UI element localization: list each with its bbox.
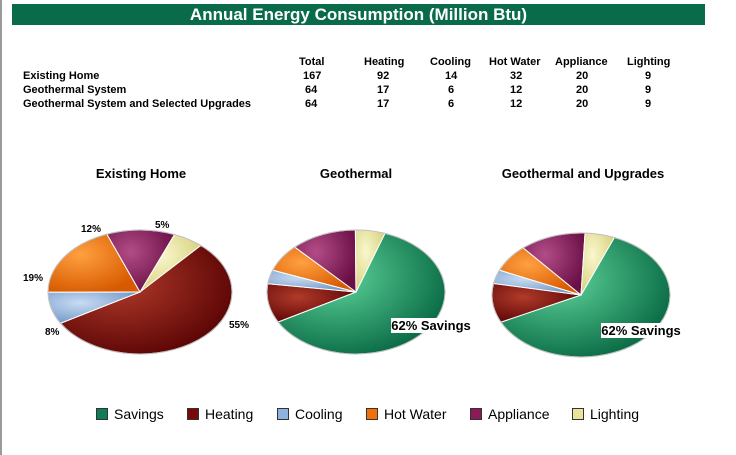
legend-label: Lighting	[590, 406, 640, 422]
pie-charts: 55% 8% 19% 12% 5% 62% Savings 62% Savings	[23, 220, 681, 358]
table-cell: 167	[303, 70, 322, 82]
pie-outline	[47, 229, 233, 355]
pie-title-geothermal-upgrades: Geothermal and Upgrades	[501, 166, 665, 181]
consumption-table: Total Heating Cooling Hot Water Applianc…	[0, 0, 736, 120]
pie-outline	[266, 229, 446, 355]
table-cell: 9	[645, 70, 652, 82]
legend-swatch	[470, 408, 482, 420]
legend: Savings Heating Cooling Hot Water Applia…	[0, 406, 736, 426]
table-header-appliance: Appliance	[555, 56, 608, 68]
table-cell: 20	[576, 70, 589, 82]
savings-label-background	[391, 318, 471, 333]
legend-label: Heating	[205, 406, 254, 422]
data-label-cooling: 8%	[45, 327, 60, 338]
table-cell: 9	[645, 84, 652, 96]
legend-label: Appliance	[488, 406, 550, 422]
table-cell: 64	[305, 84, 318, 96]
table-cell: 32	[510, 70, 523, 82]
pie-title-existing-home: Existing Home	[95, 166, 187, 181]
legend-item-cooling: Cooling	[277, 406, 342, 422]
table-cell: 6	[448, 84, 455, 96]
legend-swatch	[187, 408, 199, 420]
table-header-heating: Heating	[364, 56, 405, 68]
table-row-label: Geothermal System	[23, 84, 127, 96]
table-cell: 9	[645, 98, 652, 110]
legend-swatch	[277, 408, 289, 420]
pie-existing-home: 55% 8% 19% 12% 5%	[23, 220, 249, 355]
legend-item-lighting: Lighting	[572, 406, 639, 422]
table-cell: 20	[576, 84, 589, 96]
table-cell: 20	[576, 98, 589, 110]
legend-item-hot-water: Hot Water	[366, 406, 447, 422]
legend-label: Savings	[114, 406, 164, 422]
table-header-lighting: Lighting	[627, 56, 671, 68]
table-cell: 12	[510, 84, 523, 96]
legend-swatch	[96, 408, 108, 420]
table-cell: 17	[377, 98, 390, 110]
legend-label: Cooling	[295, 406, 343, 422]
left-border	[0, 0, 2, 455]
legend-swatch	[366, 408, 378, 420]
data-label-lighting: 5%	[155, 220, 170, 231]
table-cell: 17	[377, 84, 390, 96]
data-label-appliance: 12%	[81, 224, 101, 235]
table-row-label: Geothermal System and Selected Upgrades	[23, 98, 252, 110]
legend-item-heating: Heating	[187, 406, 253, 422]
table-cell: 6	[448, 98, 455, 110]
pie-geothermal: 62% Savings	[266, 229, 471, 355]
table-cell: 92	[377, 70, 390, 82]
table-row-label: Existing Home	[23, 70, 100, 82]
data-label-heating: 55%	[229, 320, 249, 331]
table-header-hot-water: Hot Water	[489, 56, 541, 68]
table-cell: 64	[305, 98, 318, 110]
legend-item-appliance: Appliance	[470, 406, 550, 422]
data-label-hot-water: 19%	[23, 273, 43, 284]
page-title: Annual Energy Consumption (Million Btu)	[12, 4, 705, 25]
savings-label-background	[601, 323, 681, 338]
legend-label: Hot Water	[384, 406, 447, 422]
table-cell: 14	[445, 70, 458, 82]
table-cell: 12	[510, 98, 523, 110]
pie-outline	[491, 232, 671, 358]
data-label-savings: 62% Savings	[601, 323, 681, 338]
data-label-savings: 62% Savings	[391, 318, 471, 333]
table-header-cooling: Cooling	[430, 56, 471, 68]
legend-item-savings: Savings	[96, 406, 164, 422]
pie-geothermal-upgrades: 62% Savings	[491, 232, 681, 358]
pie-title-geothermal: Geothermal	[319, 166, 393, 181]
table-header-total: Total	[299, 56, 325, 68]
legend-swatch	[572, 408, 584, 420]
